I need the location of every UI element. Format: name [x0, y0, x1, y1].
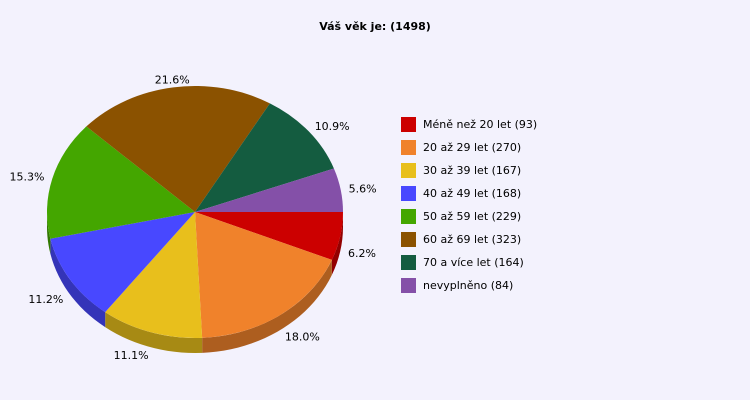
pie-side-3 [50, 238, 106, 328]
legend-swatch [401, 163, 416, 178]
pie-percent-label-0: 6.2% [348, 247, 376, 260]
pie-side-2 [105, 312, 203, 353]
legend-item: nevyplněno (84) [401, 274, 537, 297]
pie-slice-0 [195, 212, 343, 260]
legend-item: 50 až 59 let (229) [401, 205, 537, 228]
legend-label: Méně než 20 let (93) [423, 118, 538, 131]
pie-percent-label-2: 11.1% [114, 349, 149, 362]
legend-swatch [401, 232, 416, 247]
legend-item: 30 až 39 let (167) [401, 159, 537, 182]
pie-percent-label-4: 15.3% [10, 171, 45, 184]
legend-swatch [401, 209, 416, 224]
legend-label: nevyplněno (84) [423, 279, 514, 292]
pie-percent-label-3: 11.2% [28, 293, 63, 306]
legend: Méně než 20 let (93) 20 až 29 let (270) 30… [401, 113, 537, 297]
legend-item: 60 až 69 let (323) [401, 228, 537, 251]
pie-slice-3 [50, 212, 196, 313]
chart-title: Váš věk je: (1498) [319, 20, 431, 33]
pie-percent-label-5: 21.6% [155, 73, 190, 86]
legend-label: 50 až 59 let (229) [423, 210, 522, 223]
pie-percent-label-6: 10.9% [315, 120, 350, 133]
pie-slice-2 [105, 212, 203, 338]
pie-slice-1 [195, 212, 332, 338]
pie-percent-label-1: 18.0% [285, 331, 320, 344]
legend-swatch [401, 278, 416, 293]
legend-label: 40 až 49 let (168) [423, 187, 522, 200]
pie-side-1 [202, 259, 332, 353]
pie-slice-6 [195, 103, 334, 212]
legend-swatch [401, 117, 416, 132]
legend-label: 20 až 29 let (270) [423, 141, 522, 154]
legend-swatch [401, 255, 416, 270]
legend-label: 60 až 69 let (323) [423, 233, 522, 246]
pie-side-4 [47, 212, 51, 254]
pie-slice-4 [46, 126, 196, 239]
legend-item: 40 až 49 let (168) [401, 182, 537, 205]
pie-slice-7 [195, 168, 343, 212]
pie-percent-label-7: 5.6% [349, 183, 377, 196]
pie-slice-5 [86, 86, 270, 212]
legend-item: Méně než 20 let (93) [401, 113, 537, 136]
legend-swatch [401, 140, 416, 155]
pie-side-0 [331, 212, 343, 275]
legend-swatch [401, 186, 416, 201]
legend-item: 70 a více let (164) [401, 251, 537, 274]
legend-label: 30 až 39 let (167) [423, 164, 522, 177]
legend-item: 20 až 29 let (270) [401, 136, 537, 159]
legend-label: 70 a více let (164) [423, 256, 524, 269]
